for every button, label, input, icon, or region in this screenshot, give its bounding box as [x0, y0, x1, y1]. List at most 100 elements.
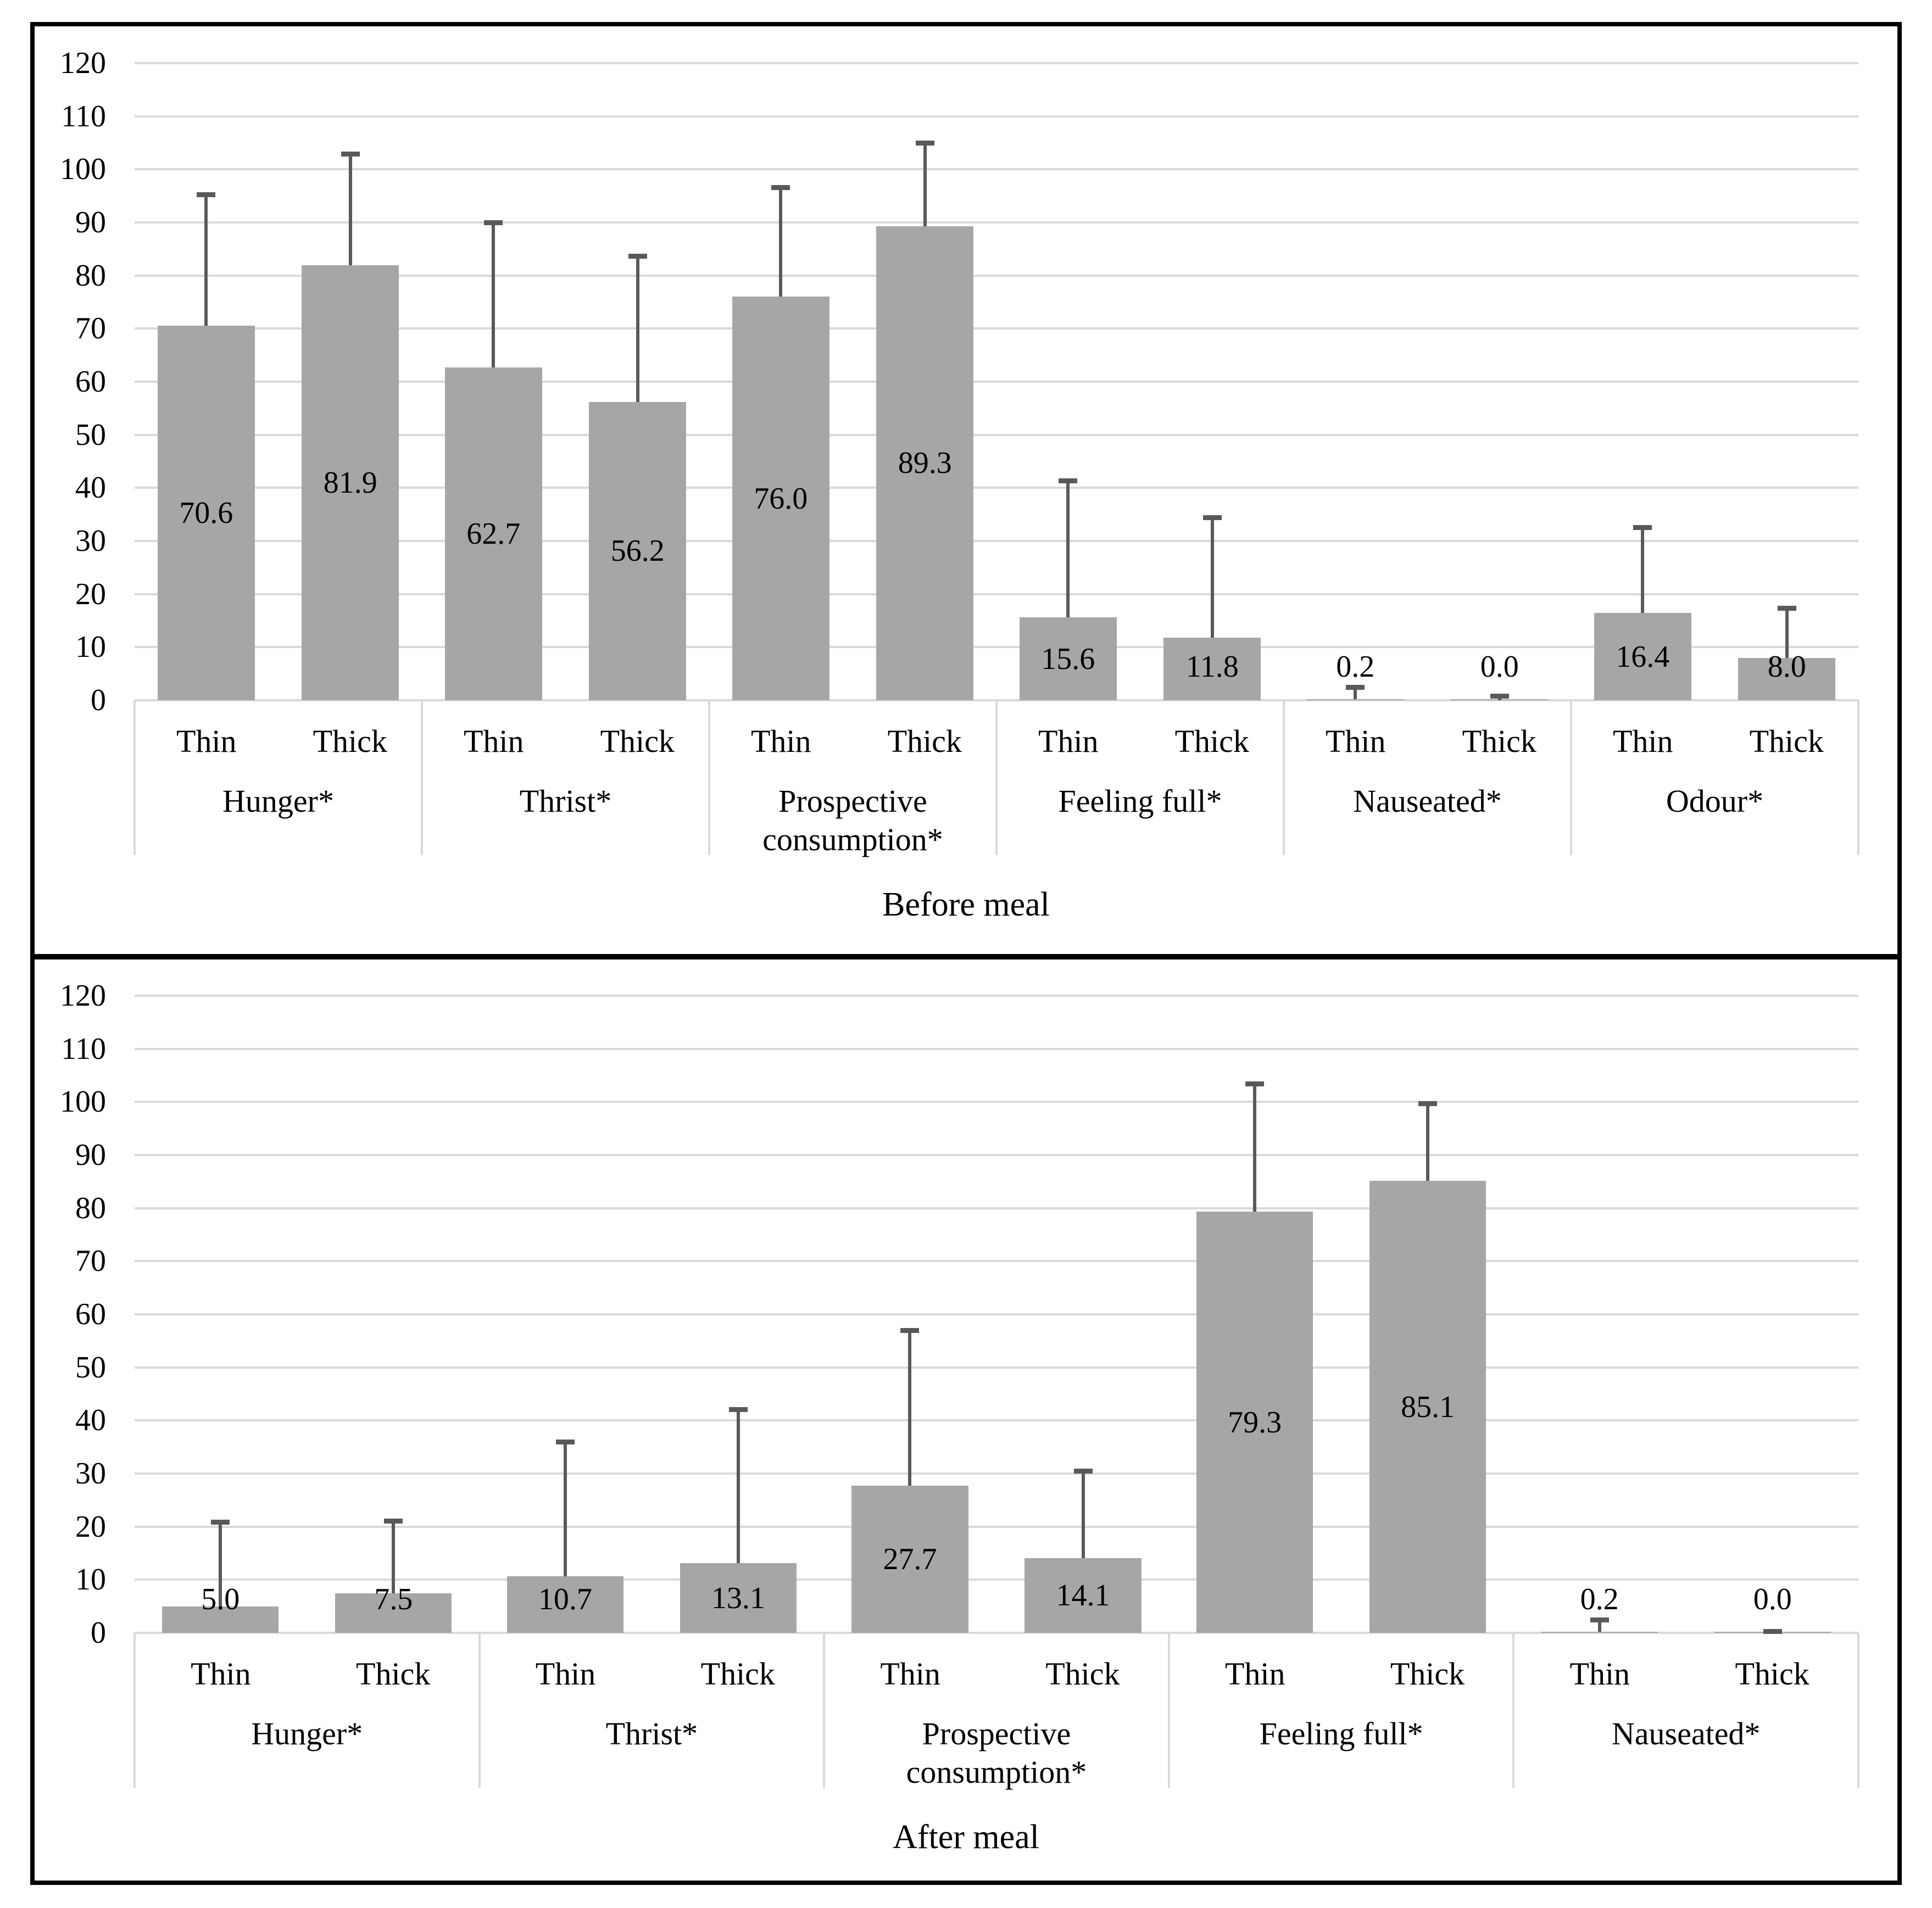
series-label-thin: Thin — [1224, 1656, 1285, 1692]
panel-divider — [35, 954, 1897, 959]
y-gridline — [135, 433, 1858, 436]
category-cell: Thin Thick Nauseated* — [1284, 700, 1571, 855]
category-separator-line — [478, 1633, 481, 1788]
category-separator-line — [133, 700, 136, 855]
error-bar-stem — [348, 152, 352, 266]
category-separator-line — [1857, 1633, 1859, 1788]
series-label-row: Thin Thick — [824, 1633, 1169, 1715]
bar-value-label: 13.1 — [711, 1581, 765, 1615]
bar-value-label: 56.2 — [610, 534, 665, 568]
category-cell: Thin Thick Feeling full* — [1169, 1633, 1514, 1788]
category-cell: Thin Thick Hunger* — [135, 1633, 480, 1788]
plot-area: 70.6 81.9 62.7 56.2 76.0 89.3 15.6 11.8 0.2 0.0 16… — [135, 20, 1858, 701]
y-axis-tick-label: 60 — [75, 1297, 106, 1331]
series-label-row: Thin Thick — [135, 1633, 480, 1715]
bar-thick-odour- — [1738, 657, 1836, 700]
error-bar-stem — [736, 1407, 740, 1564]
series-label-row: Thin Thick — [1513, 1633, 1858, 1715]
series-label-thick: Thick — [356, 1656, 431, 1692]
series-label-thin: Thin — [1612, 723, 1673, 759]
error-bar-cap — [628, 254, 647, 259]
bar-value-label: 15.6 — [1041, 641, 1095, 676]
series-label-thick: Thick — [1749, 723, 1824, 759]
y-gridline — [135, 1472, 1858, 1475]
y-axis-tick-label: 100 — [60, 152, 106, 187]
series-label-thin: Thin — [880, 1656, 940, 1692]
category-separator-line — [708, 700, 710, 855]
y-gridline — [135, 168, 1858, 171]
plot-area: 5.0 7.5 10.7 13.1 27.7 14.1 79.3 85.1 0.2 0.0 — [135, 953, 1858, 1634]
y-axis-tick-label: 20 — [75, 1509, 106, 1544]
error-bar-cap — [384, 1519, 403, 1524]
error-bar-cap — [1763, 1629, 1782, 1634]
bar-thick-prospective-consumption- — [1025, 1558, 1142, 1633]
bar-value-label: 14.1 — [1056, 1578, 1110, 1613]
category-cell: Thin Thick Feeling full* — [996, 700, 1284, 855]
bar-value-label: 8.0 — [1767, 650, 1806, 684]
bar-thick-thrist- — [680, 1563, 797, 1633]
bar-thick-prospective-consumption- — [876, 226, 974, 700]
bar-value-label: 0.0 — [1480, 650, 1519, 684]
y-axis-tick-label: 30 — [75, 1456, 106, 1491]
bar-thin-thrist- — [506, 1576, 623, 1633]
bar-thin-feeling-full- — [1196, 1212, 1313, 1633]
category-group-label: Thrist* — [519, 783, 612, 819]
series-label-row: Thin Thick — [422, 700, 709, 783]
y-axis-tick-label: 20 — [75, 577, 106, 611]
y-axis-tick-label: 10 — [75, 1563, 106, 1597]
y-gridline — [135, 1047, 1858, 1050]
y-axis-tick-label: 50 — [75, 417, 106, 452]
y-gridline — [135, 994, 1858, 997]
error-bar-stem — [204, 192, 208, 326]
error-bar-stem — [779, 185, 783, 297]
series-label-row: Thin Thick — [135, 700, 422, 783]
series-label-thick: Thick — [1390, 1656, 1465, 1692]
series-label-thin: Thin — [1038, 723, 1099, 759]
y-axis-tick-label: 120 — [60, 46, 106, 80]
y-gridline — [135, 327, 1858, 330]
bar-value-label: 0.0 — [1753, 1582, 1792, 1617]
y-gridline — [135, 593, 1858, 595]
error-bar-stem — [923, 141, 927, 226]
category-separator-line — [995, 700, 998, 855]
series-label-thin: Thin — [535, 1656, 596, 1692]
bar-thin-nauseated- — [1306, 699, 1404, 700]
y-gridline — [135, 487, 1858, 489]
error-bar-cap — [197, 192, 216, 197]
series-label-thick: Thick — [700, 1656, 775, 1692]
category-separator-line — [823, 1633, 826, 1788]
bar-value-label: 85.1 — [1401, 1390, 1455, 1424]
y-gridline — [135, 1313, 1858, 1315]
y-gridline — [135, 1366, 1858, 1369]
bar-thick-feeling-full- — [1369, 1181, 1486, 1633]
y-gridline — [135, 646, 1858, 649]
error-bar-cap — [1202, 515, 1222, 520]
category-group-label: Nauseated* — [1353, 783, 1502, 819]
y-gridline — [135, 221, 1858, 224]
error-bar-stem — [1081, 1469, 1085, 1558]
category-cell: Thin Thick Prospective consumption* — [824, 1633, 1169, 1790]
bar-thick-hunger- — [302, 265, 399, 700]
series-label-row: Thin Thick — [1169, 1633, 1514, 1715]
error-bar-cap — [1777, 605, 1796, 611]
y-axis-tick-label: 30 — [75, 523, 106, 558]
series-label-thick: Thick — [1735, 1656, 1809, 1692]
y-axis-tick-label: 40 — [75, 1403, 106, 1438]
y-axis-tick-label: 100 — [60, 1085, 106, 1119]
series-label-row: Thin Thick — [1571, 700, 1858, 783]
y-axis-tick-label: 70 — [75, 1244, 106, 1279]
error-bar-cap — [1633, 525, 1652, 530]
x-axis-baseline — [135, 1632, 1858, 1634]
error-bar-cap — [1059, 478, 1078, 483]
y-axis-tick-label: 40 — [75, 471, 106, 505]
error-bar-stem — [1641, 525, 1645, 613]
bar-thick-thrist- — [589, 401, 687, 700]
error-bar-stem — [1597, 1617, 1601, 1632]
category-group-label: Feeling full* — [1259, 1716, 1423, 1751]
y-gridline — [135, 1101, 1858, 1103]
category-axis-table: Thin Thick Hunger* Thin Thick Thrist* Thin Thic… — [133, 1633, 1859, 1790]
error-bar-stem — [1066, 478, 1070, 618]
y-gridline — [135, 62, 1858, 64]
error-bar-stem — [563, 1440, 567, 1576]
